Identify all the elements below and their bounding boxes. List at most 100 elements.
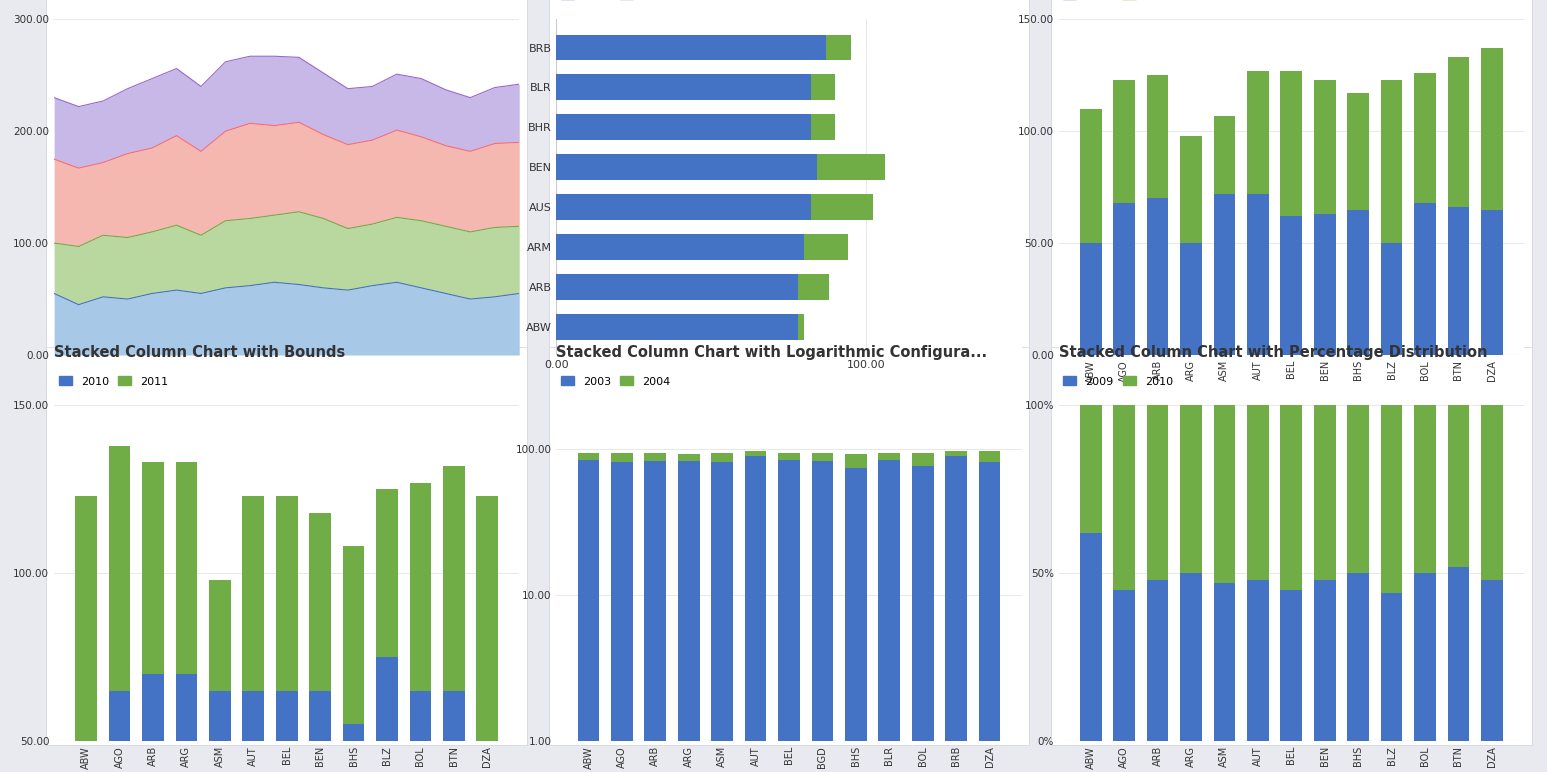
Bar <box>108 691 130 772</box>
Bar <box>817 154 885 180</box>
Bar <box>712 462 733 772</box>
Bar <box>1414 574 1436 741</box>
Bar <box>76 496 97 741</box>
Bar <box>1213 584 1235 741</box>
Bar <box>1180 243 1202 355</box>
Bar <box>1347 574 1369 741</box>
Bar <box>1347 93 1369 209</box>
Bar <box>557 274 798 300</box>
Bar <box>611 453 633 462</box>
Bar <box>557 234 804 260</box>
Bar <box>209 691 231 772</box>
Bar <box>744 451 766 456</box>
Bar <box>376 657 398 772</box>
Bar <box>1114 203 1135 355</box>
Bar <box>1213 194 1235 355</box>
Bar <box>343 547 365 724</box>
Bar <box>1448 567 1470 741</box>
Bar <box>1146 580 1168 741</box>
Bar <box>1080 405 1101 533</box>
Bar <box>1247 580 1269 741</box>
Bar <box>142 462 164 674</box>
Legend: 2003, 2004: 2003, 2004 <box>557 372 674 391</box>
Bar <box>911 466 933 772</box>
Bar <box>611 462 633 772</box>
Bar <box>845 454 866 468</box>
Bar <box>1080 109 1101 243</box>
Bar <box>811 114 835 141</box>
Bar <box>1313 80 1335 214</box>
Bar <box>1114 405 1135 590</box>
Bar <box>1313 580 1335 741</box>
Bar <box>1146 405 1168 580</box>
Bar <box>1114 80 1135 203</box>
Bar <box>712 453 733 462</box>
Bar <box>557 114 811 141</box>
Bar <box>557 35 826 60</box>
Bar <box>744 456 766 772</box>
Bar <box>343 724 365 772</box>
Bar <box>804 234 848 260</box>
Bar <box>945 451 967 456</box>
Bar <box>879 459 900 772</box>
Legend: 2010, 2011: 2010, 2011 <box>54 372 173 391</box>
Bar <box>1380 405 1403 594</box>
Bar <box>1146 75 1168 198</box>
Bar <box>1114 590 1135 741</box>
Bar <box>557 74 811 100</box>
Bar <box>678 454 699 461</box>
Bar <box>476 496 498 741</box>
Bar <box>275 496 297 691</box>
Bar <box>798 314 804 340</box>
Bar <box>1414 203 1436 355</box>
Bar <box>442 691 464 772</box>
Bar <box>1247 194 1269 355</box>
Bar <box>175 674 198 772</box>
Bar <box>442 466 464 691</box>
Bar <box>798 274 829 300</box>
Bar <box>1146 198 1168 355</box>
Bar <box>979 452 1001 462</box>
Text: Stacked Column Chart with Logarithmic Configura...: Stacked Column Chart with Logarithmic Co… <box>557 345 987 360</box>
Bar <box>1281 590 1303 741</box>
Bar <box>243 496 265 691</box>
Bar <box>76 741 97 772</box>
Bar <box>1480 580 1502 741</box>
Bar <box>577 452 599 459</box>
Bar <box>1414 405 1436 574</box>
Bar <box>945 456 967 772</box>
Bar <box>979 462 1001 772</box>
Bar <box>275 691 297 772</box>
Bar <box>826 35 851 60</box>
Bar <box>1448 405 1470 567</box>
Bar <box>1313 214 1335 355</box>
Bar <box>1247 405 1269 580</box>
Bar <box>1213 405 1235 584</box>
Legend: 2010, 2011: 2010, 2011 <box>1058 0 1177 5</box>
Bar <box>845 468 866 772</box>
Bar <box>557 314 798 340</box>
Bar <box>309 513 331 691</box>
Bar <box>1480 49 1502 209</box>
Bar <box>812 452 834 461</box>
Bar <box>1380 594 1403 741</box>
Legend: 2009, 2010: 2009, 2010 <box>1058 372 1177 391</box>
Bar <box>879 452 900 459</box>
Bar <box>557 194 811 220</box>
Bar <box>476 741 498 772</box>
Bar <box>108 445 130 691</box>
Bar <box>1313 405 1335 580</box>
Legend: 1960, 2003, 2008, 2010: 1960, 2003, 2008, 2010 <box>54 0 305 5</box>
Bar <box>1281 71 1303 216</box>
Bar <box>243 691 265 772</box>
Bar <box>678 461 699 772</box>
Bar <box>1080 533 1101 741</box>
Bar <box>778 459 800 772</box>
Bar <box>1180 405 1202 574</box>
Bar <box>645 452 667 461</box>
Text: Stacked Column Chart with Percentage Distribution: Stacked Column Chart with Percentage Dis… <box>1058 345 1487 360</box>
Bar <box>1281 405 1303 590</box>
Bar <box>1347 405 1369 574</box>
Bar <box>175 462 198 674</box>
Bar <box>376 489 398 657</box>
